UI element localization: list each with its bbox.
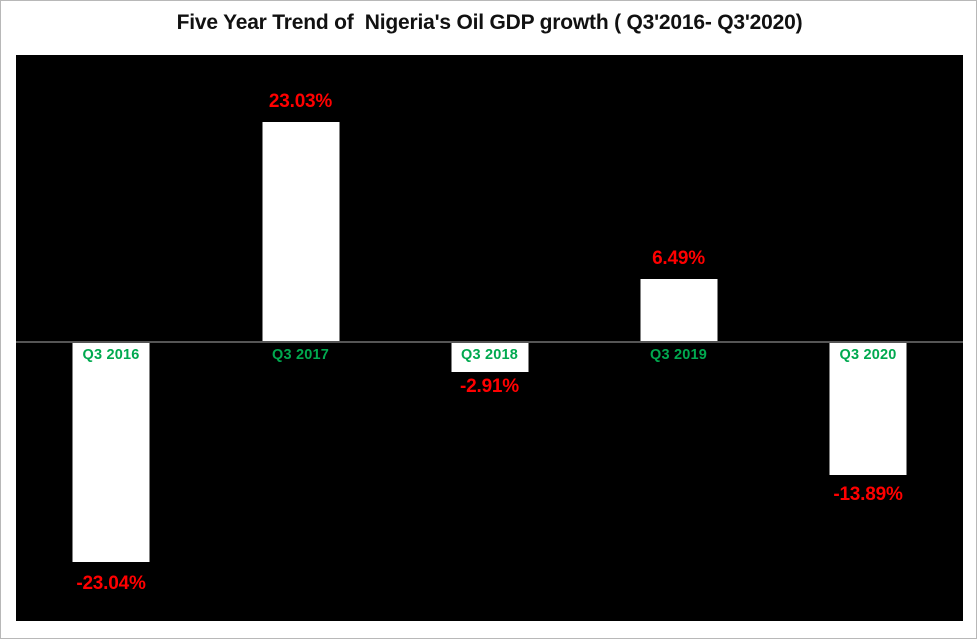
bar-group-q3-2016[interactable]: Q3 2016 -23.04% [16,55,206,621]
category-label-q3-2019: Q3 2019 [649,347,708,363]
chart-title: Five Year Trend of Nigeria's Oil GDP gro… [176,11,803,34]
bar-q3-2020[interactable] [829,343,907,475]
bar-group-q3-2018[interactable]: Q3 2018 -2.91% [395,55,584,621]
bar-group-q3-2020[interactable]: Q3 2020 -13.89% [773,55,963,621]
bar-q3-2019[interactable] [640,279,717,341]
value-label-q3-2019: 6.49% [652,248,705,269]
bar-q3-2016[interactable] [72,343,150,562]
value-label-q3-2016: -23.04% [76,573,146,594]
category-label-q3-2020: Q3 2020 [839,347,897,363]
bar-q3-2017[interactable] [262,122,339,341]
category-label-q3-2016: Q3 2016 [82,347,140,363]
zero-axis-line [16,341,963,343]
bar-group-q3-2017[interactable]: Q3 2017 23.03% [206,55,395,621]
value-label-q3-2018: -2.91% [459,376,520,397]
value-label-q3-2020: -13.89% [833,484,903,505]
value-label-q3-2017: 23.03% [268,91,333,112]
category-label-q3-2018: Q3 2018 [460,347,519,363]
category-label-q3-2017: Q3 2017 [271,347,330,363]
bar-q3-2018[interactable] [451,343,528,372]
bar-group-q3-2019[interactable]: Q3 2019 6.49% [584,55,773,621]
plot-area: Q3 2016 -23.04% Q3 2017 23.03% Q3 2018 -… [16,55,963,621]
